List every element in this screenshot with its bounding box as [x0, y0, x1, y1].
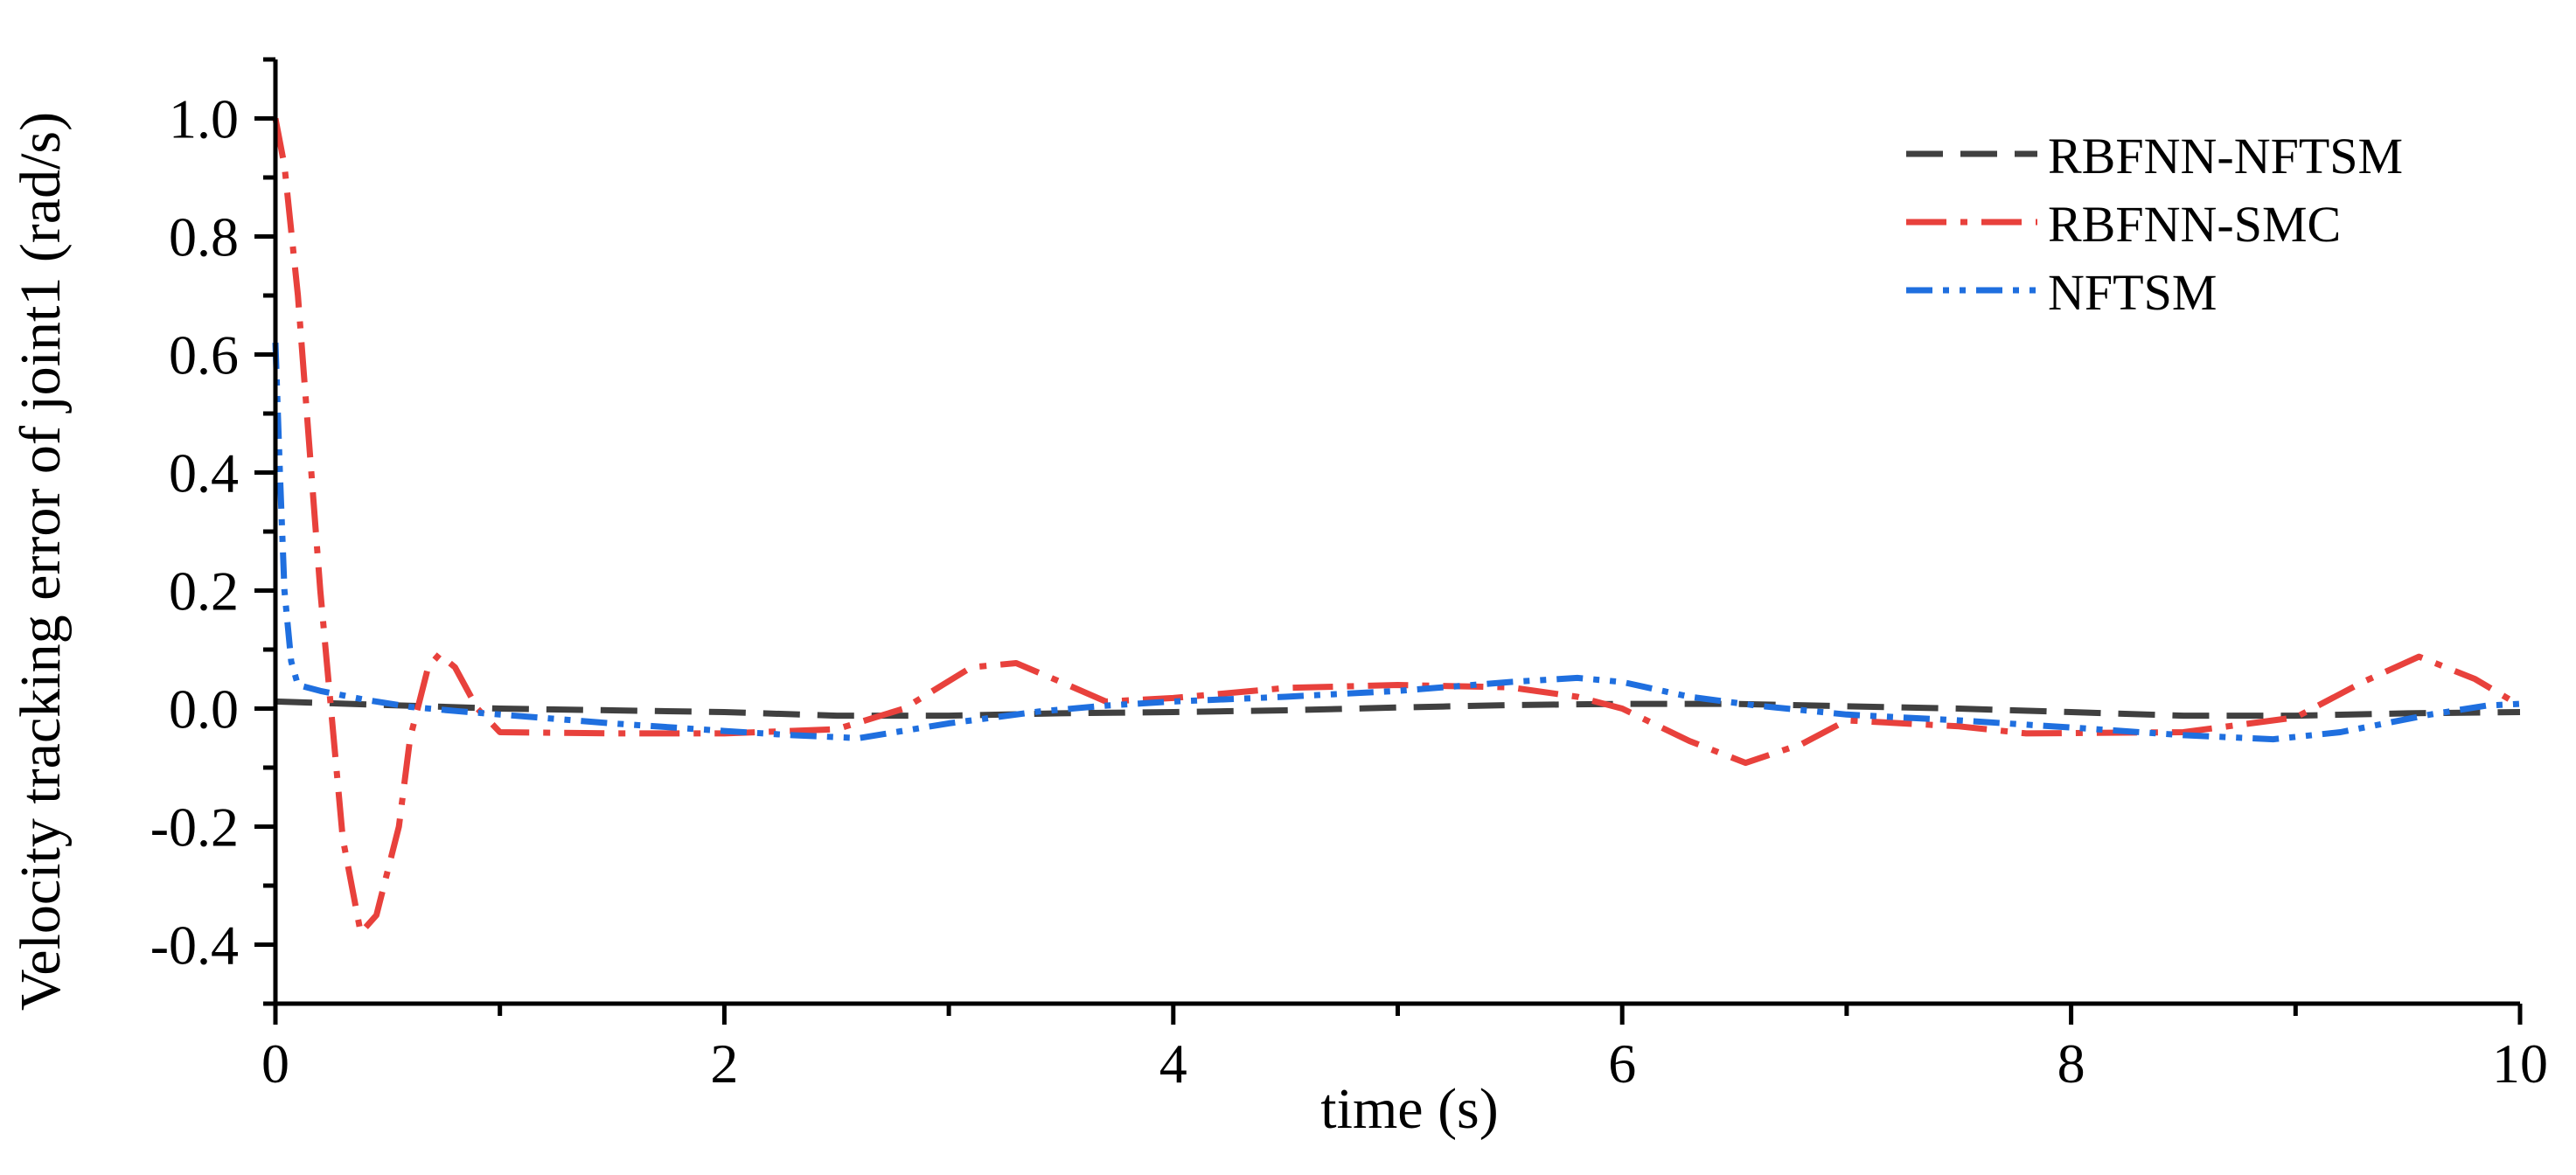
y-tick-label: 0.6	[169, 324, 239, 386]
y-tick-label: -0.4	[150, 914, 239, 977]
y-tick-label: 0.2	[169, 560, 239, 622]
legend-label-1: RBFNN-SMC	[2048, 196, 2341, 253]
legend-label-0: RBFNN-NFTSM	[2048, 128, 2403, 184]
x-tick-label: 4	[1159, 1032, 1187, 1095]
y-tick-label: 1.0	[169, 88, 239, 150]
x-tick-label: 10	[2492, 1032, 2548, 1095]
x-tick-label: 0	[261, 1032, 289, 1095]
series-line-2	[272, 342, 2521, 743]
x-axis-title: time (s)	[1320, 1077, 1498, 1141]
y-axis-title: Velocity tracking error of joint1 (rad/s…	[9, 112, 73, 1011]
legend: RBFNN-NFTSM RBFNN-SMC NFTSM	[1906, 128, 2403, 321]
x-tick-label: 2	[710, 1032, 738, 1095]
x-tick-label: 6	[1608, 1032, 1636, 1095]
legend-label-2: NFTSM	[2048, 264, 2217, 321]
y-tick-label: 0.4	[169, 442, 239, 504]
series-layer	[272, 117, 2522, 936]
y-tick-label: 0.8	[169, 206, 239, 268]
x-tick-label: 8	[2057, 1032, 2085, 1095]
y-tick-label: -0.2	[150, 796, 239, 859]
y-tick-label: 0.0	[169, 678, 239, 740]
series-line-0	[275, 698, 2521, 720]
series-line-1	[272, 117, 2522, 936]
axes-layer: 0 2 4 6 8 10 -0.4 -0.2 0.0 0.2 0.4 0.6 0.8 1.0	[150, 57, 2548, 1095]
